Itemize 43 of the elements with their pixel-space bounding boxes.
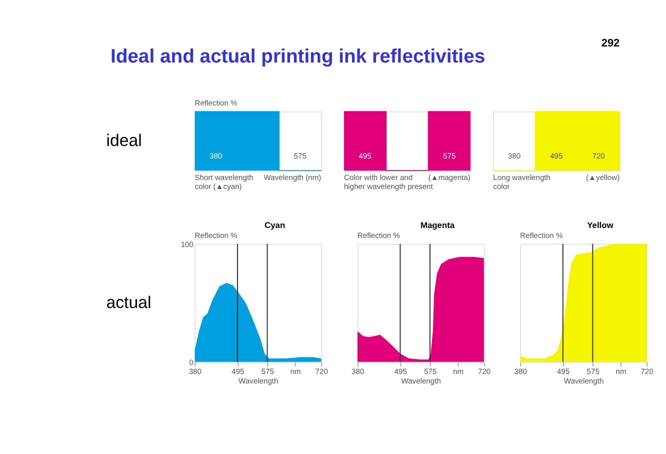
chart-title: Yellow [587, 220, 614, 230]
x-tick-label: 380 [352, 367, 364, 376]
x-tick-label: 380 [188, 367, 202, 376]
chart-title: Magenta [420, 220, 455, 230]
x-tick-label: 720 [478, 367, 491, 376]
x-axis-title: Wavelength [401, 376, 441, 386]
text: ideal [106, 131, 142, 150]
x-tick-label: 720 [315, 367, 328, 376]
x-tick-label: 575 [424, 367, 437, 376]
text: Wavelength (nm) [264, 172, 322, 182]
x-axis-title: Wavelength [238, 376, 278, 386]
chart-title: Cyan [264, 220, 286, 230]
annotation: 720 [592, 152, 605, 161]
x-tick-label: nm [453, 367, 464, 376]
x-tick-label: nm [290, 367, 301, 376]
annotation: 495 [358, 152, 372, 161]
x-tick-label: 720 [640, 367, 654, 376]
text: Long wavelength color [493, 172, 550, 192]
text: 292 [601, 38, 620, 50]
text: (▲magenta) [428, 172, 471, 182]
x-tick-label: 380 [514, 367, 527, 376]
x-tick-label: 575 [261, 367, 274, 376]
x-axis-title: Wavelength [564, 376, 604, 386]
annotation: 380 [209, 152, 222, 161]
text: Short wavelength color (▲cyan) [194, 172, 254, 192]
annotation: 495 [550, 152, 563, 161]
x-tick-label: nm [616, 367, 626, 376]
annotation: 380 [508, 152, 521, 161]
annotation: 575 [294, 152, 306, 161]
y-tick-label: 100 [180, 240, 194, 249]
x-tick-label: 495 [394, 367, 407, 376]
x-tick-label: 495 [557, 367, 570, 376]
y-tick-label: 0 [189, 358, 194, 367]
y-axis-title: Reflection % [357, 230, 400, 240]
x-tick-label: 575 [586, 367, 600, 376]
text: (▲yellow) [586, 172, 620, 182]
annotation: 575 [443, 152, 456, 161]
chart-title: Ideal and actual printing ink reflectivities [110, 46, 486, 68]
y-axis-title: Reflection % [520, 230, 563, 240]
x-tick-label: 495 [232, 367, 244, 376]
text: actual [106, 292, 152, 312]
y-axis-title: Reflection % [194, 230, 238, 240]
y-axis-title: Reflection % [194, 98, 238, 108]
